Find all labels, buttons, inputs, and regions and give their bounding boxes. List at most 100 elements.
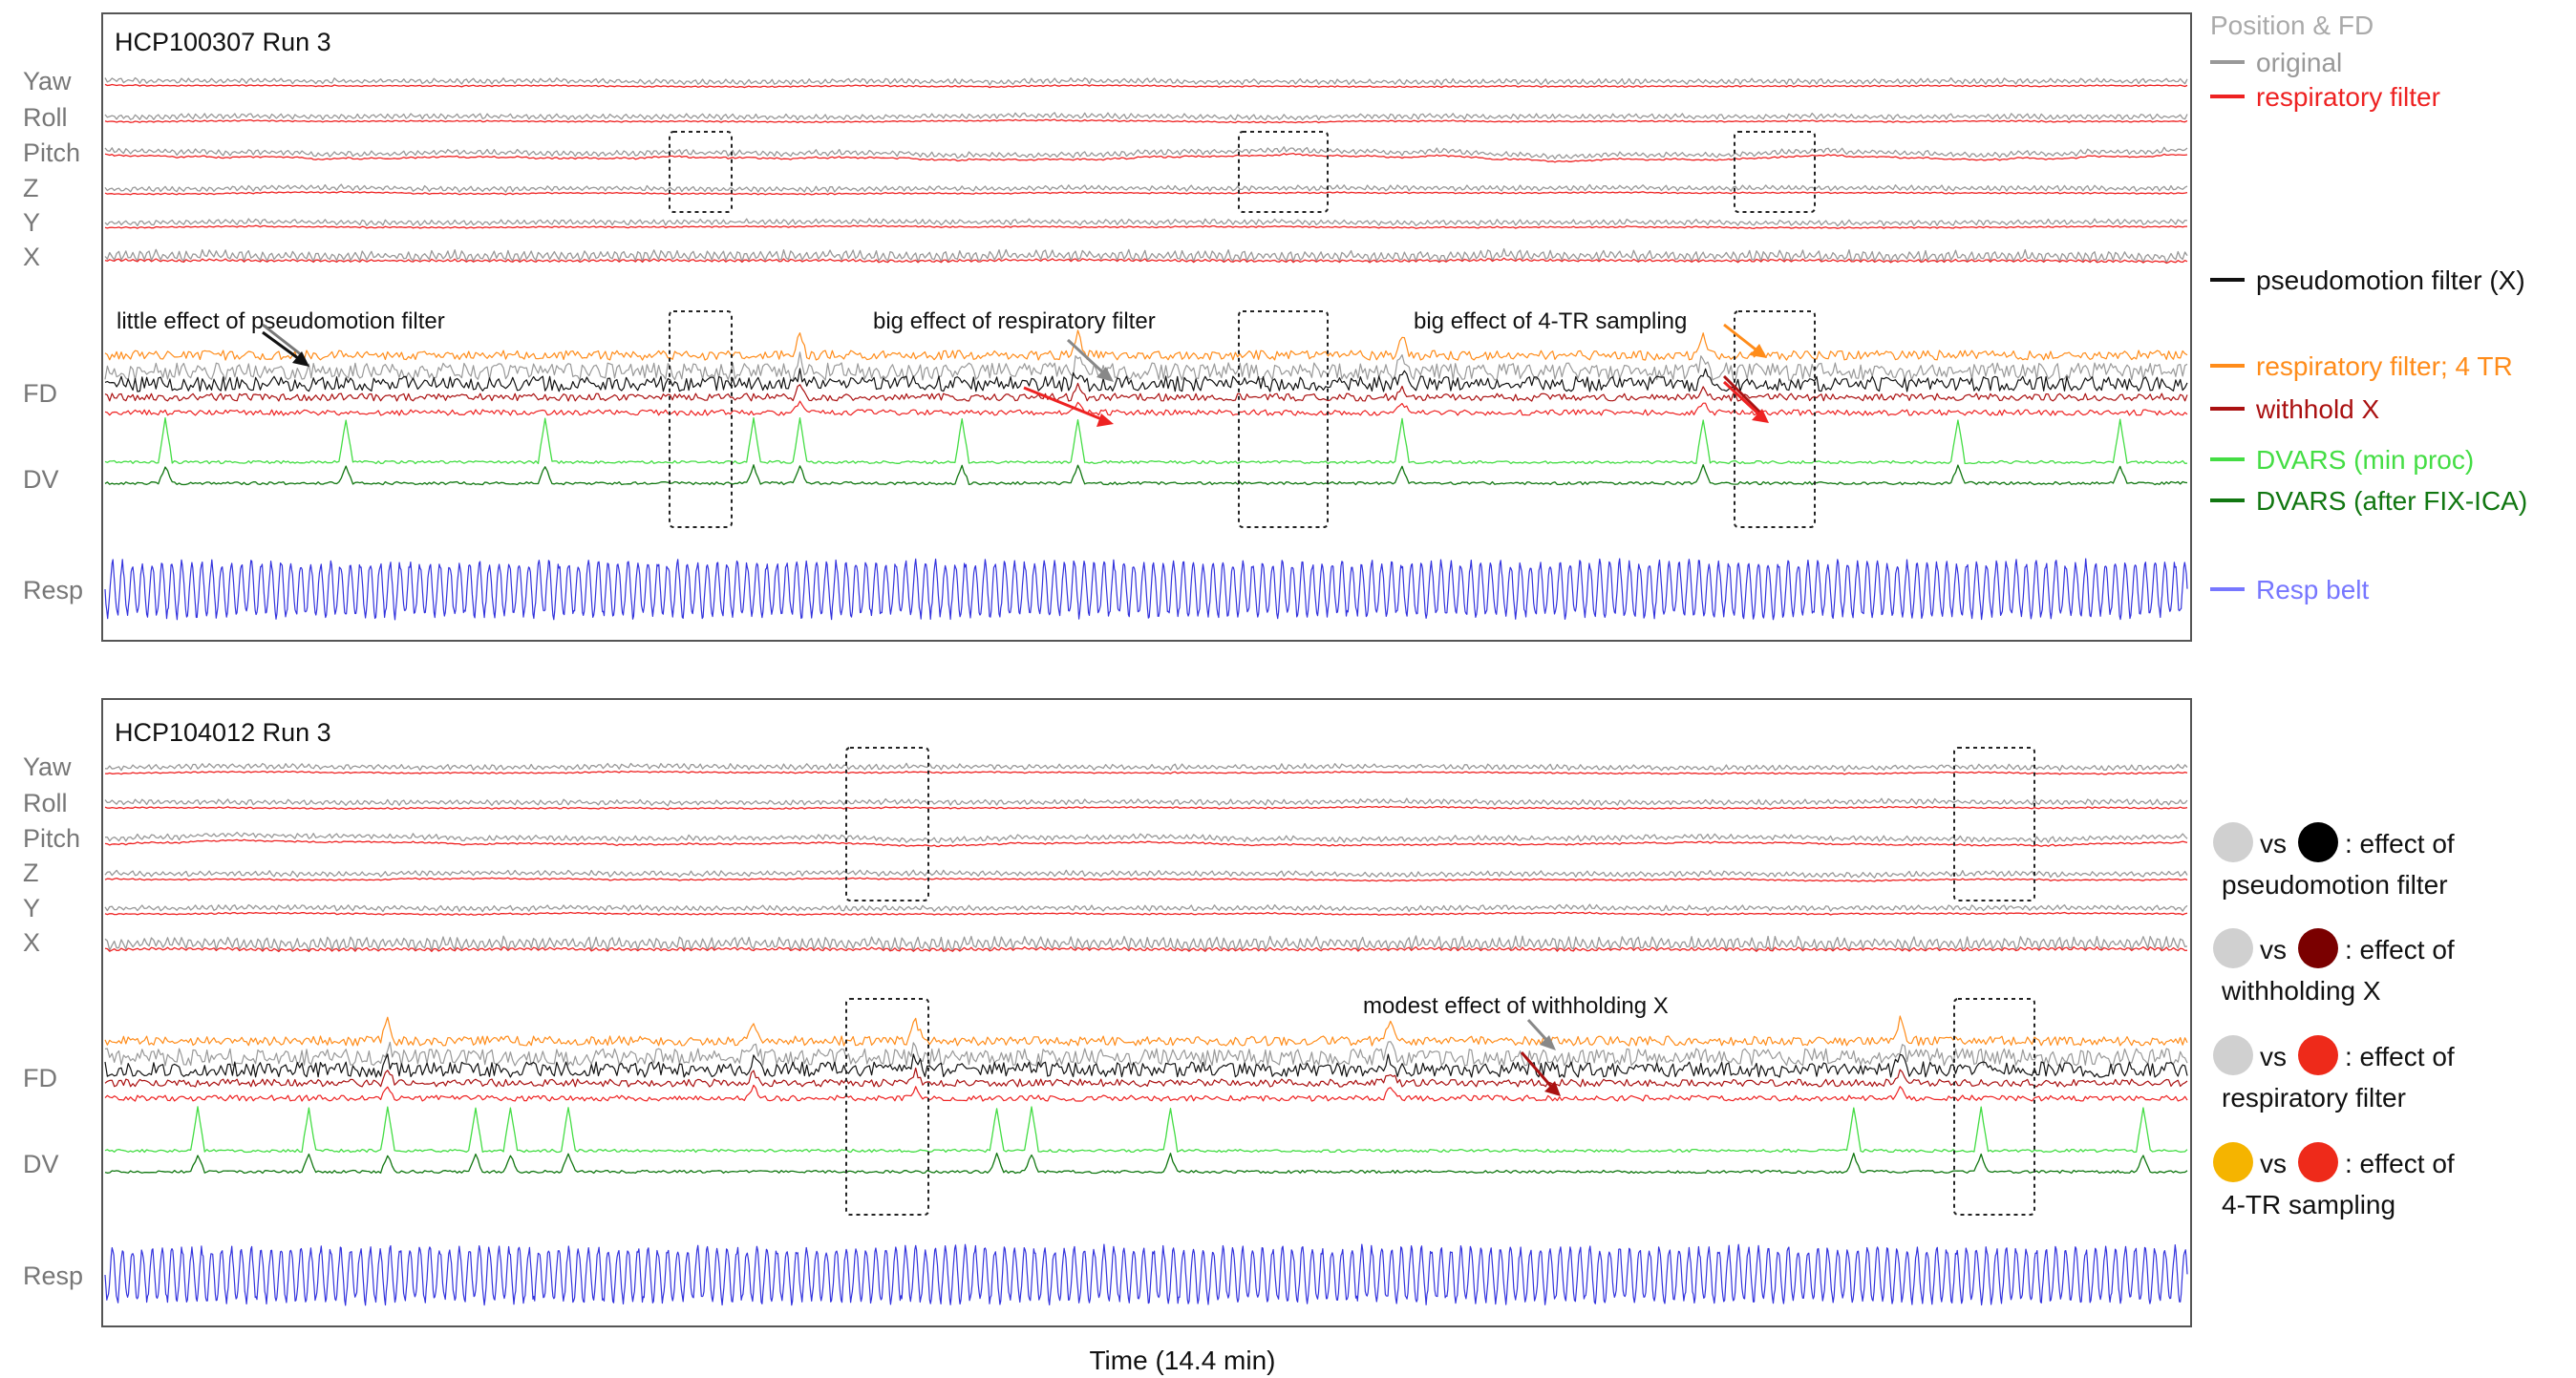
pitch-respiratory-filter-trace [104, 152, 2188, 163]
y-respiratory-filter-trace [104, 911, 2188, 917]
yaw-respiratory-filter-trace [104, 83, 2188, 89]
panel-1: HCP100307 Run 3 Yaw Roll Pitch Z Y X FD … [23, 12, 2192, 642]
row-label-fd: FD [23, 1064, 57, 1092]
highlight-box [845, 998, 929, 1216]
z-respiratory-filter-trace [104, 877, 2188, 882]
svg-text:DVARS (after FIX-ICA): DVARS (after FIX-ICA) [2256, 486, 2527, 516]
panel-1-traces [104, 76, 2188, 621]
dot-respiratory [2298, 1142, 2338, 1182]
legend-item-resp-belt: Resp belt [2210, 575, 2370, 604]
row-label-pitch: Pitch [23, 138, 80, 167]
svg-text:withhold X: withhold X [2255, 394, 2380, 424]
roll-original-trace [104, 112, 2188, 121]
z-original-trace [104, 183, 2188, 193]
annotation-withholding: modest effect of withholding X [1363, 993, 1669, 1019]
highlight-box [1953, 998, 2035, 1216]
row-label-y: Y [23, 894, 40, 922]
x-axis-label: Time (14.4 min) [1089, 1346, 1275, 1375]
row-label-yaw: Yaw [23, 753, 72, 781]
fd-pseudomotion-trace [104, 1053, 2188, 1078]
comparison-withholding: vs : effect of withholding X [2213, 928, 2455, 1006]
svg-text:pseudomotion filter (X): pseudomotion filter (X) [2256, 265, 2525, 295]
y-original-trace [104, 903, 2188, 913]
roll-original-trace [104, 797, 2188, 807]
yaw-respiratory-filter-trace [104, 770, 2188, 775]
svg-text:vs: vs [2260, 935, 2287, 965]
row-label-resp: Resp [23, 1261, 83, 1290]
svg-text:respiratory filter; 4 TR: respiratory filter; 4 TR [2256, 351, 2513, 381]
resp-belt-trace [104, 1243, 2188, 1306]
dot-respiratory [2298, 1035, 2338, 1075]
dot-4tr [2213, 1142, 2253, 1182]
y-respiratory-filter-trace [104, 224, 2187, 229]
svg-text:DVARS (min proc): DVARS (min proc) [2256, 445, 2474, 475]
row-label-pitch: Pitch [23, 824, 80, 853]
row-label-z: Z [23, 859, 39, 887]
legend-item-respiratory-4tr: respiratory filter; 4 TR [2210, 351, 2513, 381]
z-respiratory-filter-trace [104, 190, 2188, 196]
svg-text:respiratory filter: respiratory filter [2222, 1083, 2406, 1113]
dvars-fix-ica-trace [104, 1152, 2188, 1175]
fd-respiratory-filter-trace [104, 400, 2188, 416]
pitch-respiratory-filter-trace [104, 838, 2188, 848]
row-label-x: X [23, 928, 40, 957]
yaw-original-trace [104, 76, 2188, 86]
resp-belt-trace [104, 558, 2188, 621]
dvars-min-proc-trace [104, 1106, 2188, 1154]
arrow-pseudomotion [262, 323, 309, 367]
x-original-trace [104, 935, 2188, 952]
svg-text:original: original [2256, 48, 2342, 77]
legend-item-pseudomotion-filter: pseudomotion filter (X) [2210, 265, 2525, 295]
legend-item-dvars-fix: DVARS (after FIX-ICA) [2210, 486, 2527, 516]
fd-original-trace [104, 351, 2188, 381]
highlight-box [1238, 310, 1329, 528]
svg-text:vs: vs [2260, 1042, 2287, 1071]
y-original-trace [104, 218, 2188, 227]
panel-2-title: HCP104012 Run 3 [115, 718, 331, 747]
panel-1-title: HCP100307 Run 3 [115, 28, 331, 56]
row-label-roll: Roll [23, 103, 68, 132]
legend-item-withhold-x: withhold X [2210, 394, 2380, 424]
panel-2-frame [101, 698, 2192, 1327]
annotation-4tr: big effect of 4-TR sampling [1414, 308, 1687, 334]
comparison-pseudomotion: vs : effect of pseudomotion filter [2213, 822, 2455, 900]
svg-text:pseudomotion filter: pseudomotion filter [2222, 870, 2448, 900]
arrow-withholding [1520, 1018, 1561, 1096]
x-respiratory-filter-trace [104, 945, 2188, 953]
fd-respiratory-4tr-trace [104, 329, 2188, 361]
panel-1-frame [101, 12, 2192, 642]
legend: Position & FD original respiratory filte… [2210, 11, 2527, 1219]
row-label-dv: DV [23, 1150, 59, 1178]
fd-withhold-x-trace [104, 1067, 2188, 1088]
svg-text:Resp belt: Resp belt [2256, 575, 2370, 604]
highlight-box [1734, 131, 1816, 213]
comparison-4tr: vs : effect of 4-TR sampling [2213, 1142, 2455, 1219]
legend-item-dvars-min: DVARS (min proc) [2210, 445, 2474, 475]
highlight-box [1734, 310, 1816, 528]
fd-respiratory-filter-trace [104, 1084, 2188, 1102]
svg-text:vs: vs [2260, 1149, 2287, 1178]
arrow-4tr [1722, 323, 1769, 423]
fd-respiratory-4tr-trace [104, 1015, 2188, 1047]
pitch-original-trace [104, 146, 2188, 160]
svg-text:vs: vs [2260, 829, 2287, 859]
panel-2-traces [104, 762, 2188, 1306]
arrow-respiratory [1023, 338, 1114, 427]
row-label-dv: DV [23, 465, 59, 494]
dot-pseudomotion [2298, 822, 2338, 862]
panel-2: HCP104012 Run 3 Yaw Roll Pitch Z Y X FD … [23, 698, 2192, 1327]
svg-text:respiratory filter: respiratory filter [2256, 82, 2440, 112]
fd-pseudomotion-trace [104, 368, 2188, 392]
row-label-x: X [23, 243, 40, 271]
svg-text:: effect of: : effect of [2345, 1149, 2455, 1178]
yaw-original-trace [104, 762, 2188, 772]
x-respiratory-filter-trace [104, 257, 2188, 265]
svg-text:withholding X: withholding X [2221, 976, 2381, 1006]
row-label-fd: FD [23, 379, 57, 408]
pitch-original-trace [104, 831, 2188, 843]
legend-title: Position & FD [2210, 11, 2374, 40]
roll-respiratory-filter-trace [104, 805, 2188, 811]
row-label-roll: Roll [23, 789, 68, 817]
dot-original [2213, 1035, 2253, 1075]
